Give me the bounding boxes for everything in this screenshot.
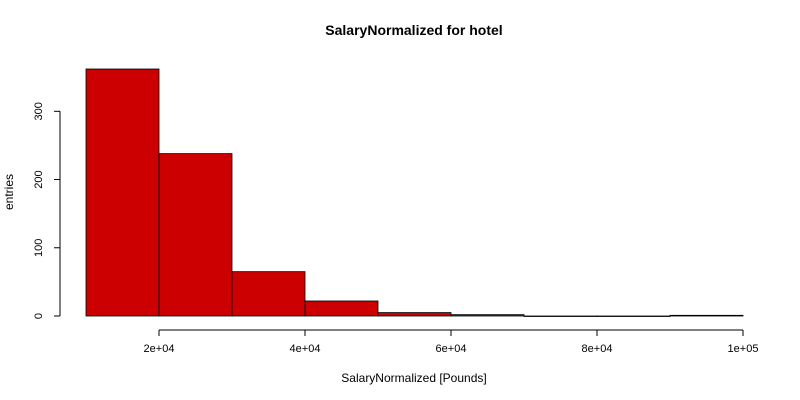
histogram-bar	[231, 271, 306, 317]
histogram-bar	[304, 300, 379, 317]
x-tick-label: 1e+05	[728, 343, 759, 355]
chart-title: SalaryNormalized for hotel	[325, 22, 502, 38]
histogram-bar	[669, 314, 744, 317]
y-tick-label: 0	[33, 313, 45, 319]
histogram-bar	[596, 315, 671, 317]
x-axis: 2e+04 4e+04 6e+04 8e+04 1e+05	[144, 329, 759, 355]
y-tick-label: 200	[33, 170, 45, 188]
x-tick-label: 2e+04	[144, 343, 175, 355]
x-axis-label: SalaryNormalized [Pounds]	[341, 371, 486, 385]
y-axis-label: entries	[2, 174, 16, 210]
histogram-bar	[523, 315, 598, 317]
x-tick-label: 4e+04	[290, 343, 321, 355]
y-axis: 0 100 200 300	[33, 102, 61, 319]
x-tick-label: 8e+04	[582, 343, 613, 355]
histogram-bar	[85, 68, 160, 317]
histogram-bar	[377, 312, 452, 317]
y-tick-label: 300	[33, 102, 45, 120]
x-tick-label: 6e+04	[436, 343, 467, 355]
bars-group	[85, 68, 744, 317]
histogram-bar	[450, 314, 525, 317]
histogram-bar	[158, 153, 233, 317]
y-tick-label: 100	[33, 239, 45, 257]
